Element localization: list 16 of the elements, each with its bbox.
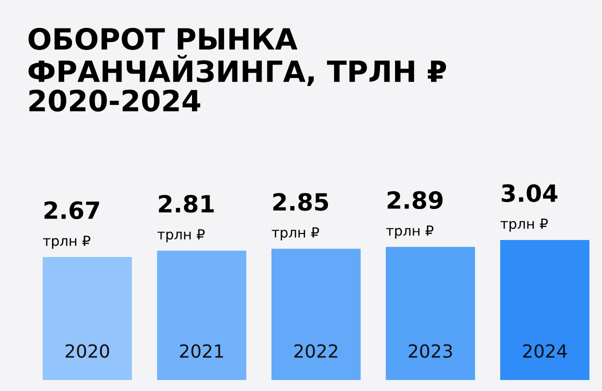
chart-title: ОБОРОТ РЫНКА ФРАНЧАЙЗИНГА, ТРЛН ₽ 2020-2024	[28, 28, 446, 112]
x-tick-label: 2022	[294, 344, 338, 358]
data-label: 3.04 трлн ₽	[500, 184, 558, 232]
bar	[157, 250, 246, 380]
data-label: 2.85 трлн ₽	[272, 192, 328, 240]
data-label: 2.67 трлн ₽	[43, 201, 100, 249]
bar	[386, 246, 476, 380]
x-tick-label: 2021	[180, 344, 223, 358]
data-label: 2.81 трлн ₽	[157, 194, 214, 242]
bar	[42, 257, 132, 380]
x-tick-label: 2024	[523, 344, 567, 358]
bar	[500, 240, 590, 380]
x-tick-label: 2023	[408, 344, 452, 358]
x-tick-label: 2020	[66, 344, 110, 358]
bar	[271, 248, 361, 380]
data-label: 2.89 трлн ₽	[386, 191, 443, 239]
